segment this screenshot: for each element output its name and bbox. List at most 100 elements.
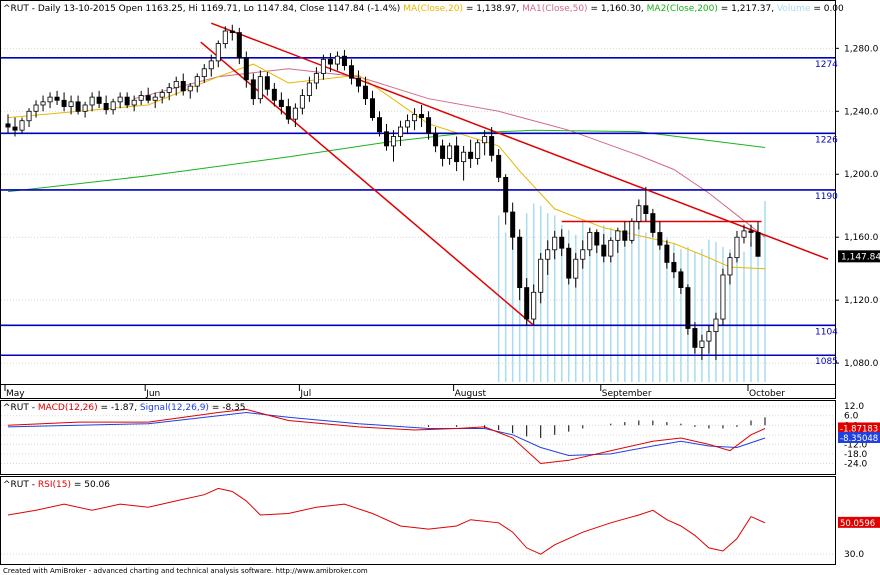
macd-value-box bbox=[838, 422, 880, 434]
header-ma200-value: = 1,217.37, bbox=[718, 4, 774, 14]
rsi-value-box bbox=[838, 516, 880, 528]
level-label: 1274 bbox=[815, 60, 838, 70]
candle-body bbox=[594, 232, 600, 246]
candle-body bbox=[68, 101, 74, 107]
price-pane bbox=[0, 0, 836, 385]
price-axis: 1,080.0 1,120.0 1,160.0 1,200.0 1,240.0 1,280… bbox=[835, 44, 880, 369]
candle-body bbox=[229, 30, 235, 33]
candle-body bbox=[236, 32, 242, 59]
price-tick-label: 1,160.0 bbox=[844, 233, 879, 243]
candle-body bbox=[559, 236, 565, 249]
level-label: 1104 bbox=[815, 327, 838, 337]
candle-body bbox=[566, 247, 572, 279]
candle-body bbox=[278, 99, 284, 107]
candle-body bbox=[615, 230, 621, 241]
level-label: 1190 bbox=[815, 192, 838, 202]
signal-path bbox=[7, 411, 766, 457]
rsi-tick-label: 30.0 bbox=[844, 550, 864, 560]
candle-body bbox=[496, 154, 502, 178]
level-labels: 1274 1226 1190 1104 1085 bbox=[815, 60, 838, 367]
price-tick-label: 1,280.0 bbox=[844, 44, 879, 54]
macd-value: = -1.87, bbox=[98, 403, 140, 413]
candle-body bbox=[475, 142, 481, 159]
rsi-sep: - bbox=[29, 480, 38, 490]
candle-body bbox=[636, 205, 642, 222]
header-ma20-label: MA(Close,20) bbox=[403, 4, 463, 14]
candlesticks bbox=[5, 24, 761, 360]
candle-body bbox=[89, 96, 95, 106]
header-symbol: ^RUT bbox=[3, 4, 29, 14]
candle-body bbox=[587, 232, 593, 251]
macd-tick-label: 12.0 bbox=[844, 402, 864, 412]
macd-lines bbox=[7, 408, 766, 465]
candle-body bbox=[685, 287, 691, 329]
signal-label: Signal(12,26,9) bbox=[140, 403, 209, 413]
candle-body bbox=[19, 120, 25, 131]
candle-body bbox=[678, 271, 684, 288]
macd-tick-label: 6.0 bbox=[844, 412, 859, 422]
month-label: August bbox=[455, 389, 487, 399]
candle-body bbox=[299, 95, 305, 109]
candle-body bbox=[531, 291, 537, 320]
price-tick-label: 1,240.0 bbox=[844, 107, 879, 117]
candle-body bbox=[166, 87, 172, 93]
candle-body bbox=[454, 145, 460, 163]
candle-body bbox=[384, 131, 390, 147]
candle-body bbox=[748, 230, 754, 233]
candle-body bbox=[671, 261, 677, 273]
candle-body bbox=[741, 230, 747, 238]
candle-body bbox=[734, 236, 740, 259]
candle-body bbox=[727, 257, 733, 276]
candle-body bbox=[341, 55, 347, 67]
candle-body bbox=[103, 103, 109, 111]
candle-body bbox=[187, 85, 193, 92]
candle-body bbox=[405, 120, 411, 128]
macd-symbol: ^RUT bbox=[3, 403, 29, 413]
candle-body bbox=[327, 58, 333, 65]
candle-body bbox=[292, 107, 298, 120]
candle-body bbox=[208, 60, 214, 70]
candle-body bbox=[692, 328, 698, 348]
candle-body bbox=[517, 236, 523, 288]
candle-body bbox=[538, 258, 544, 293]
header-volume-value: = 0.00 bbox=[810, 4, 844, 14]
rsi-line bbox=[7, 487, 766, 555]
candle-body bbox=[713, 318, 719, 333]
candle-body bbox=[622, 230, 628, 241]
candle-body bbox=[271, 88, 277, 101]
candle-body bbox=[201, 68, 207, 78]
signal-value-label: -8.35048 bbox=[840, 434, 878, 444]
candle-body bbox=[257, 76, 263, 100]
candle-body bbox=[643, 205, 649, 214]
macd-grid bbox=[1, 405, 835, 464]
macd-value-label: -1.87183 bbox=[840, 424, 878, 434]
macd-tick-label: -12.0 bbox=[844, 440, 868, 450]
candle-body bbox=[285, 106, 291, 120]
candle-body bbox=[503, 176, 509, 213]
candle-body bbox=[222, 30, 228, 45]
macd-label: MACD(12,26) bbox=[38, 403, 98, 413]
candle-body bbox=[545, 249, 551, 260]
candle-body bbox=[369, 98, 375, 118]
candle-body bbox=[706, 331, 712, 342]
candle-body bbox=[433, 132, 439, 147]
last-price-label: 1,147.84 bbox=[841, 252, 880, 262]
candle-body bbox=[54, 96, 60, 101]
candle-body bbox=[510, 211, 516, 238]
header-ma50-label: MA1(Close,50) bbox=[522, 4, 588, 14]
candle-body bbox=[524, 287, 530, 320]
macd-tick-label: -24.0 bbox=[844, 459, 868, 469]
rsi-value: = 50.06 bbox=[71, 480, 110, 490]
rsi-pane bbox=[0, 476, 836, 565]
level-label: 1085 bbox=[815, 357, 838, 367]
macd-histogram bbox=[428, 417, 766, 438]
candle-body bbox=[447, 145, 453, 159]
candle-body bbox=[355, 77, 361, 87]
chart-header: ^RUT - Daily 13-10-2015 Open 1163.25, Hi… bbox=[3, 4, 844, 14]
candle-body bbox=[124, 96, 130, 106]
candle-body bbox=[243, 57, 249, 81]
candle-body bbox=[362, 85, 368, 100]
signal-value: = -8.35 bbox=[209, 403, 246, 413]
footer-text: Created with AmiBroker - advanced charti… bbox=[3, 567, 368, 575]
